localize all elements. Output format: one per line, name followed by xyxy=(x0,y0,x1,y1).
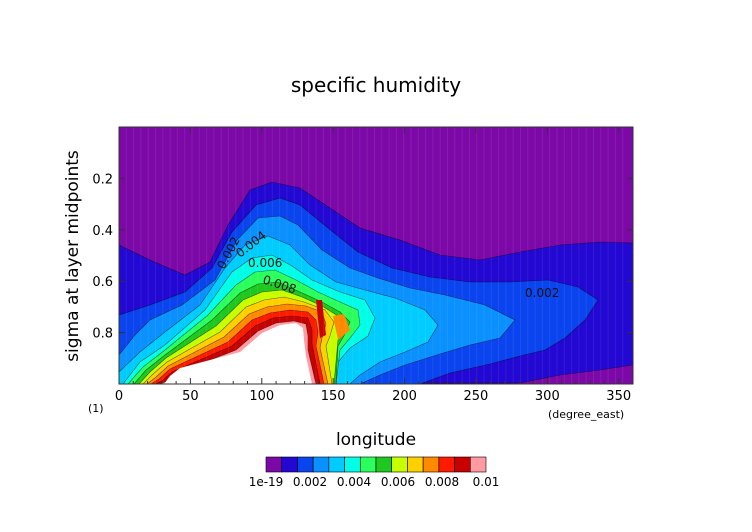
colorbar-swatch xyxy=(281,456,298,473)
colorbar-tick-label: 0.004 xyxy=(337,475,371,489)
colorbar-swatch xyxy=(297,456,314,473)
colorbar-swatch xyxy=(469,456,487,473)
colorbar-swatch xyxy=(359,456,377,473)
x-tick-label: 100 xyxy=(249,389,274,404)
colorbar-tick-label: 0.008 xyxy=(425,475,459,489)
y-tick-label: 0.6 xyxy=(92,275,113,290)
contour-field xyxy=(119,127,633,384)
colorbar: 1e-19 0.002 0.004 0.006 0.008 0.01 xyxy=(249,456,500,489)
contour-band xyxy=(316,300,326,338)
colorbar-swatch xyxy=(438,456,455,473)
x-tick-label: 50 xyxy=(182,389,199,404)
colorbar-swatch xyxy=(454,456,471,473)
colorbar-tick-label: 0.006 xyxy=(381,475,415,489)
colorbar-swatch xyxy=(312,456,330,473)
colorbar-swatch xyxy=(407,456,424,473)
colorbar-swatch xyxy=(375,456,393,473)
y-tick-label: 0.4 xyxy=(92,224,113,239)
x-axis: 0 50 100 150 200 250 300 350 xyxy=(115,127,631,404)
x-axis-label: longitude xyxy=(336,430,416,450)
colorbar-swatch xyxy=(265,456,283,473)
colorbar-tick-label: 1e-19 xyxy=(249,475,284,489)
y-tick-label: 0.2 xyxy=(92,172,113,187)
colorbar-swatch xyxy=(422,456,440,473)
y-units: (1) xyxy=(88,402,104,415)
y-axis-label: sigma at layer midpoints xyxy=(63,150,83,362)
chart-title: specific humidity xyxy=(291,73,461,97)
colorbar-tick-label: 0.002 xyxy=(293,475,327,489)
contour-band xyxy=(333,314,350,340)
colorbar-tick-label: 0.01 xyxy=(473,475,500,489)
no-data-region xyxy=(164,323,312,384)
colorbar-swatch xyxy=(328,456,345,473)
y-axis: 0.2 0.4 0.6 0.8 xyxy=(92,172,633,342)
x-tick-label: 350 xyxy=(606,389,631,404)
x-tick-label: 150 xyxy=(321,389,346,404)
x-tick-label: 250 xyxy=(464,389,489,404)
contour-label: 0.002 xyxy=(525,286,559,300)
x-tick-label: 0 xyxy=(115,389,123,404)
x-units: (degree_east) xyxy=(548,408,624,421)
x-tick-label: 200 xyxy=(392,389,417,404)
x-tick-label: 300 xyxy=(535,389,560,404)
colorbar-swatch xyxy=(344,456,361,473)
contour-label: 0.006 xyxy=(248,256,282,270)
colorbar-swatch xyxy=(391,456,408,473)
y-tick-label: 0.8 xyxy=(92,327,113,342)
